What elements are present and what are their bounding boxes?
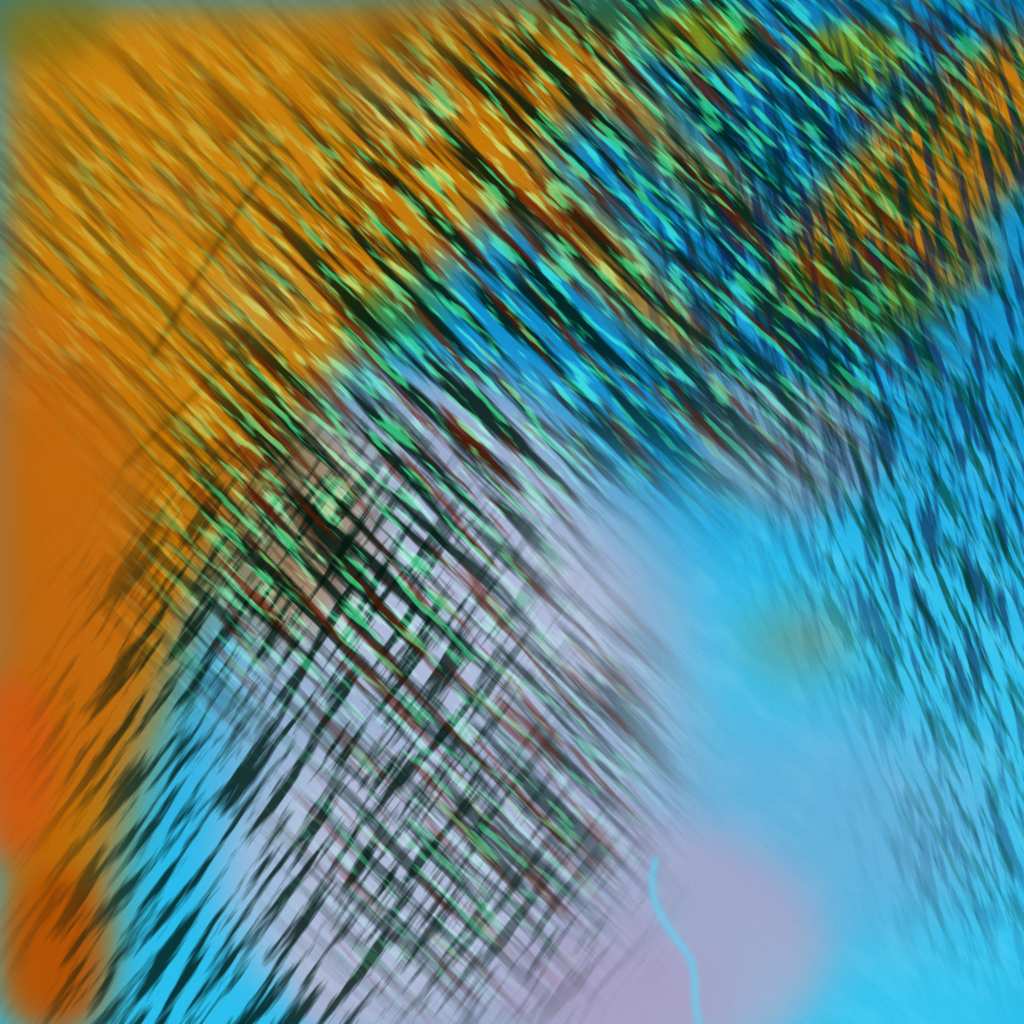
satellite-image-canvas [0,0,1024,1024]
grain-overlay [0,0,1024,1024]
false-color-satellite-image [0,0,1024,1024]
